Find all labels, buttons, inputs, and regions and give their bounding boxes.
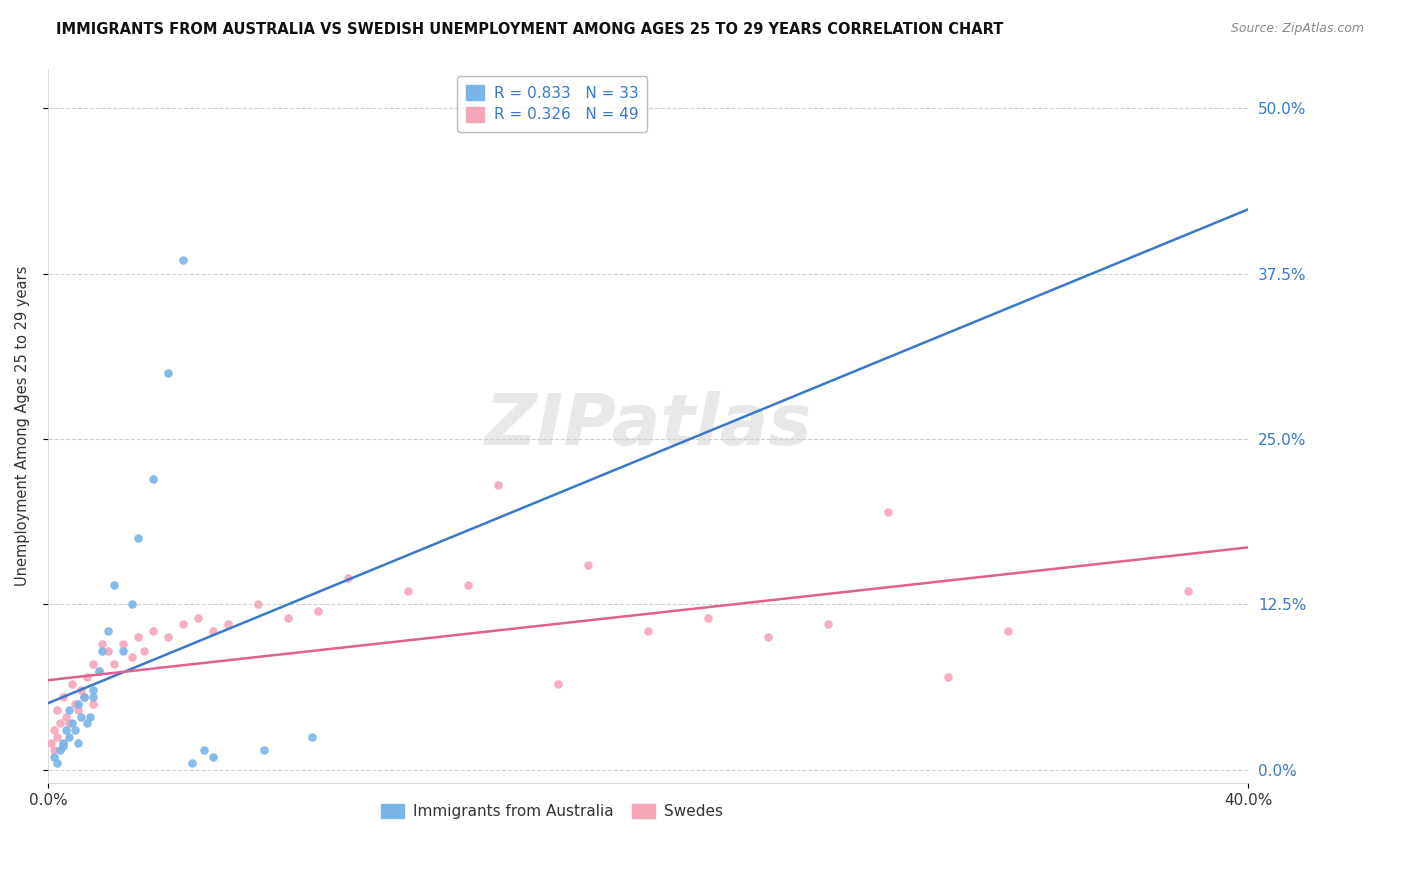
Point xyxy=(307,604,329,618)
Point xyxy=(60,677,83,691)
Point xyxy=(1177,584,1199,599)
Point xyxy=(181,756,204,771)
Point xyxy=(60,716,83,731)
Point xyxy=(997,624,1019,638)
Text: IMMIGRANTS FROM AUSTRALIA VS SWEDISH UNEMPLOYMENT AMONG AGES 25 TO 29 YEARS CORR: IMMIGRANTS FROM AUSTRALIA VS SWEDISH UNE… xyxy=(56,22,1004,37)
Point xyxy=(46,730,69,744)
Point xyxy=(87,664,110,678)
Point xyxy=(103,657,125,671)
Point xyxy=(301,730,323,744)
Point xyxy=(67,703,90,717)
Point xyxy=(42,723,65,738)
Point xyxy=(112,637,135,651)
Point xyxy=(277,610,299,624)
Point xyxy=(63,697,86,711)
Y-axis label: Unemployment Among Ages 25 to 29 years: Unemployment Among Ages 25 to 29 years xyxy=(15,266,30,586)
Point xyxy=(112,644,135,658)
Point xyxy=(486,478,509,492)
Point xyxy=(42,749,65,764)
Point xyxy=(52,736,75,750)
Point xyxy=(67,697,90,711)
Point xyxy=(58,730,80,744)
Point xyxy=(132,644,155,658)
Point xyxy=(39,736,62,750)
Point xyxy=(877,505,900,519)
Point xyxy=(936,670,959,684)
Point xyxy=(396,584,419,599)
Point xyxy=(103,577,125,591)
Point xyxy=(55,710,77,724)
Point xyxy=(46,703,69,717)
Point xyxy=(247,598,270,612)
Point xyxy=(127,631,149,645)
Point xyxy=(52,739,75,753)
Point xyxy=(637,624,659,638)
Point xyxy=(91,637,114,651)
Point xyxy=(202,749,225,764)
Point xyxy=(87,664,110,678)
Point xyxy=(49,716,72,731)
Point xyxy=(142,472,165,486)
Point xyxy=(157,631,180,645)
Point xyxy=(76,716,98,731)
Point xyxy=(756,631,779,645)
Point xyxy=(97,644,120,658)
Point xyxy=(76,670,98,684)
Point xyxy=(79,710,101,724)
Point xyxy=(337,571,360,585)
Point xyxy=(58,703,80,717)
Point xyxy=(217,617,239,632)
Point xyxy=(172,617,194,632)
Point xyxy=(67,736,90,750)
Point xyxy=(97,624,120,638)
Text: ZIPatlas: ZIPatlas xyxy=(485,392,811,460)
Point xyxy=(697,610,720,624)
Point xyxy=(127,531,149,545)
Point xyxy=(42,743,65,757)
Point xyxy=(52,690,75,704)
Point xyxy=(142,624,165,638)
Point xyxy=(82,683,104,698)
Point xyxy=(121,598,143,612)
Point xyxy=(576,558,599,572)
Point xyxy=(253,743,276,757)
Point xyxy=(58,716,80,731)
Point xyxy=(63,723,86,738)
Point xyxy=(193,743,215,757)
Point xyxy=(73,690,96,704)
Point xyxy=(70,710,93,724)
Point xyxy=(457,577,479,591)
Point xyxy=(121,650,143,665)
Point xyxy=(187,610,209,624)
Point xyxy=(52,736,75,750)
Point xyxy=(172,253,194,268)
Point xyxy=(55,723,77,738)
Point xyxy=(49,743,72,757)
Point xyxy=(547,677,569,691)
Legend: Immigrants from Australia, Swedes: Immigrants from Australia, Swedes xyxy=(375,797,730,825)
Point xyxy=(70,683,93,698)
Point xyxy=(202,624,225,638)
Point xyxy=(46,756,69,771)
Point xyxy=(91,644,114,658)
Point xyxy=(817,617,839,632)
Point xyxy=(157,366,180,380)
Point xyxy=(82,657,104,671)
Point xyxy=(82,690,104,704)
Text: Source: ZipAtlas.com: Source: ZipAtlas.com xyxy=(1230,22,1364,36)
Point xyxy=(73,690,96,704)
Point xyxy=(82,697,104,711)
